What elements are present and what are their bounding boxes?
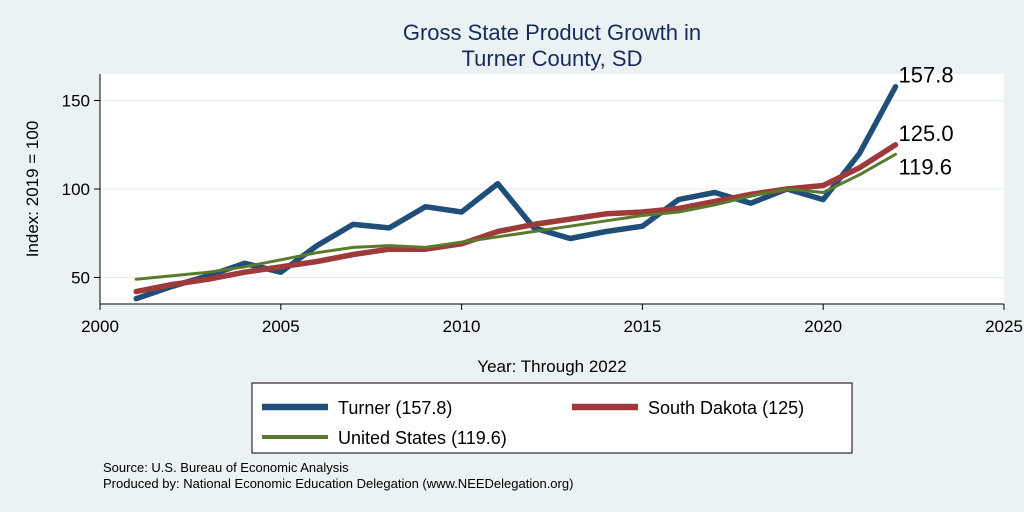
end-labels: 157.8 125.0 119.6 bbox=[899, 63, 954, 180]
x-axis-label: Year: Through 2022 bbox=[477, 357, 626, 376]
grid-layer bbox=[100, 100, 1004, 278]
x-tick-label-2020: 2020 bbox=[804, 317, 842, 336]
end-label-turner: 157.8 bbox=[899, 63, 954, 88]
y-tick-label-150: 150 bbox=[62, 92, 90, 111]
x-tick-label-2025: 2025 bbox=[985, 317, 1023, 336]
axis-layer: 50 100 150 2000 2005 2010 2015 2020 2025 bbox=[62, 74, 1023, 336]
x-tick-label-2005: 2005 bbox=[262, 317, 300, 336]
series-line-united-states bbox=[134, 152, 897, 281]
source-note: Source: U.S. Bureau of Economic Analysis bbox=[103, 460, 349, 475]
legend: Turner (157.8) South Dakota (125) United S… bbox=[251, 382, 853, 454]
end-label-south-dakota: 125.0 bbox=[899, 121, 954, 146]
series-layer bbox=[133, 83, 899, 302]
y-tick-label-100: 100 bbox=[62, 180, 90, 199]
legend-label-south-dakota: South Dakota (125) bbox=[648, 398, 804, 418]
x-tick-label-2000: 2000 bbox=[81, 317, 119, 336]
y-tick-label-50: 50 bbox=[71, 268, 90, 287]
end-label-united-states: 119.6 bbox=[899, 154, 952, 179]
x-tick-label-2015: 2015 bbox=[623, 317, 661, 336]
producer-note: Produced by: National Economic Education… bbox=[103, 476, 573, 491]
chart-title-line-2: Turner County, SD bbox=[462, 46, 643, 71]
y-axis-label: Index: 2019 = 100 bbox=[23, 121, 42, 258]
legend-label-united-states: United States (119.6) bbox=[338, 428, 507, 448]
chart-title-line-1: Gross State Product Growth in bbox=[403, 20, 701, 45]
legend-label-turner: Turner (157.8) bbox=[338, 398, 452, 418]
legend-box bbox=[251, 382, 853, 454]
x-tick-label-2010: 2010 bbox=[443, 317, 481, 336]
